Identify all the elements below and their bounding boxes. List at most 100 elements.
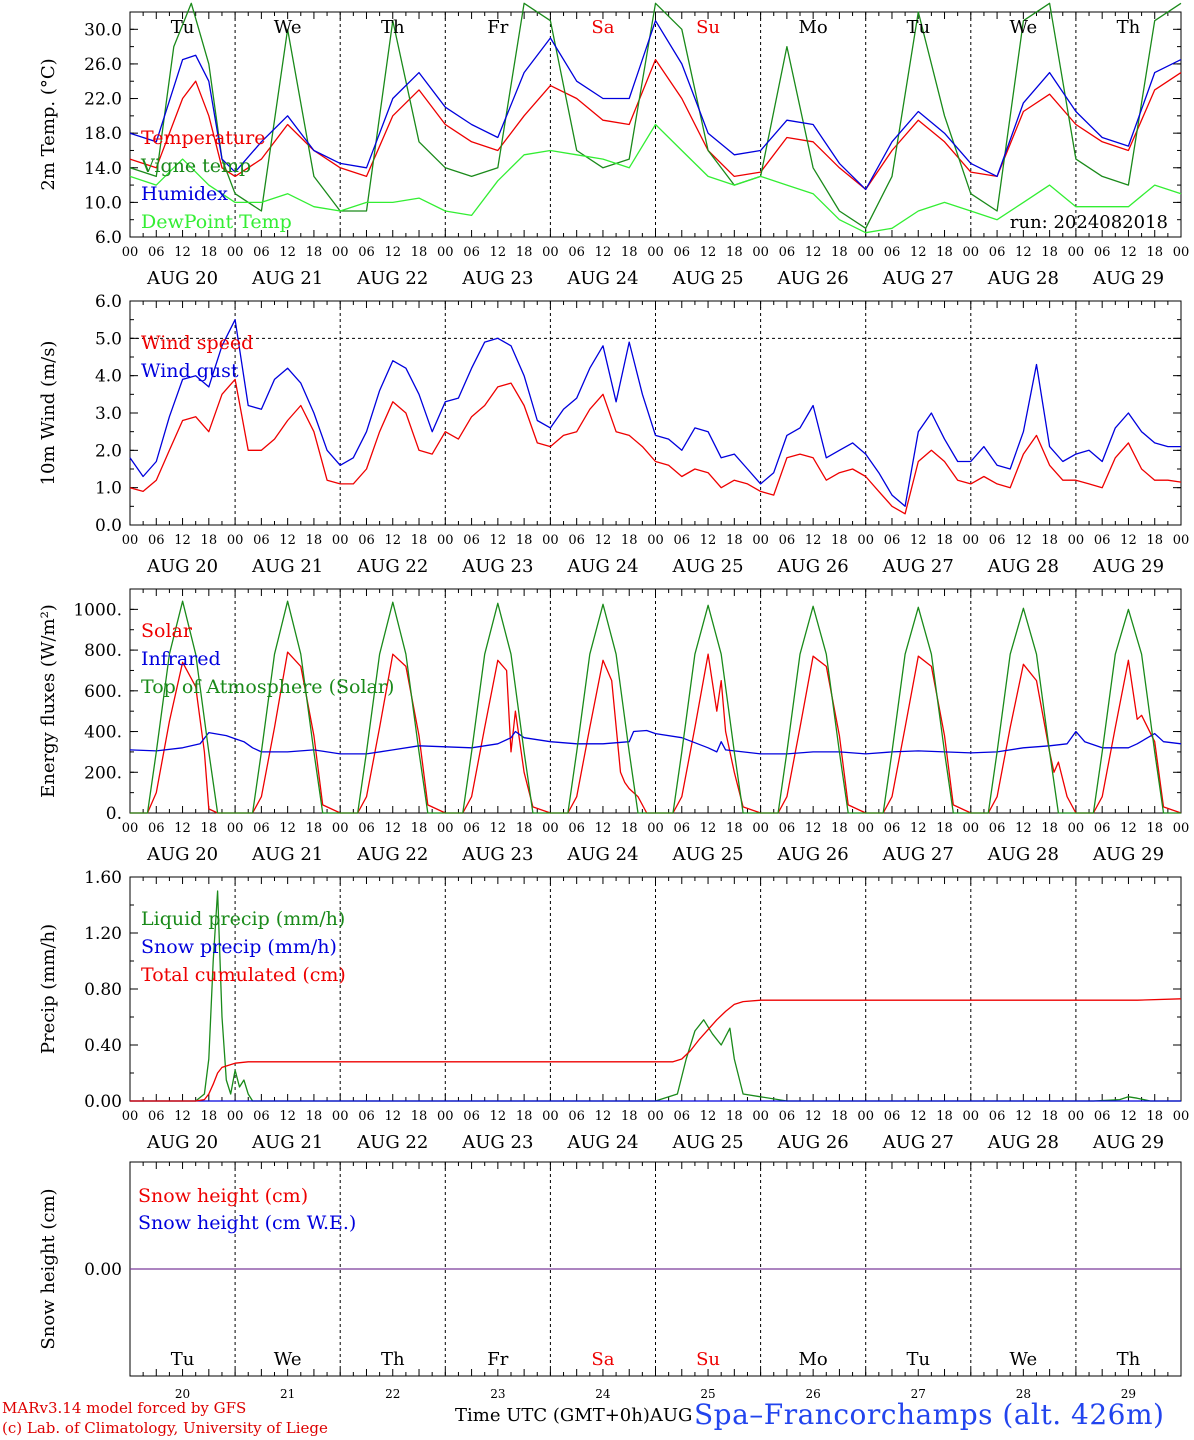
- date-label: AUG 26: [777, 1132, 849, 1153]
- hour-tick-label: 06: [779, 245, 796, 260]
- hour-tick-label: 18: [1041, 1109, 1058, 1124]
- date-label: AUG 25: [671, 1132, 743, 1153]
- y-tick-label: 400.: [84, 723, 122, 743]
- hour-tick-label: 12: [595, 245, 612, 260]
- date-label: AUG 20: [146, 1132, 218, 1153]
- hour-tick-label: 18: [306, 533, 323, 548]
- hour-tick-label: 00: [857, 1109, 874, 1124]
- date-label: AUG 23: [461, 844, 533, 865]
- hour-tick-label: 00: [437, 821, 454, 836]
- y-tick-label: 1.60: [84, 868, 122, 888]
- date-label: AUG 28: [987, 1132, 1059, 1153]
- day-number-label: 21: [280, 1387, 295, 1401]
- hour-tick-label: 00: [542, 1109, 559, 1124]
- hour-tick-label: 00: [332, 821, 349, 836]
- hour-tick-label: 06: [568, 533, 585, 548]
- hour-tick-label: 12: [384, 821, 401, 836]
- hour-tick-label: 06: [568, 821, 585, 836]
- day-number-label: 26: [806, 1387, 821, 1401]
- weekday-label-bottom: Mo: [799, 1349, 828, 1370]
- hour-tick-label: 06: [568, 245, 585, 260]
- legend-entry: Solar: [141, 620, 193, 642]
- hour-tick-label: 12: [384, 533, 401, 548]
- date-label: AUG 22: [356, 556, 428, 577]
- y-tick-label: 800.: [84, 641, 122, 661]
- date-label: AUG 29: [1092, 844, 1164, 865]
- hour-tick-label: 18: [936, 1109, 953, 1124]
- hour-tick-label: 00: [227, 533, 244, 548]
- hour-tick-label: 06: [1094, 533, 1111, 548]
- date-label: AUG 20: [146, 844, 218, 865]
- weekday-label-top: We: [274, 17, 302, 38]
- day-number-label: 28: [1016, 1387, 1031, 1401]
- date-label: AUG 24: [566, 1132, 638, 1153]
- y-tick-label: 6.0: [95, 228, 122, 248]
- hour-tick-label: 06: [463, 245, 480, 260]
- hour-tick-label: 18: [831, 533, 848, 548]
- hour-tick-label: 06: [779, 821, 796, 836]
- hour-tick-label: 12: [910, 245, 927, 260]
- weekday-label-bottom: Th: [1117, 1349, 1141, 1370]
- date-label: AUG 21: [251, 844, 323, 865]
- day-number-label: 25: [700, 1387, 715, 1401]
- hour-tick-label: 06: [148, 533, 165, 548]
- hour-tick-label: 12: [174, 1109, 191, 1124]
- date-label: AUG 23: [461, 1132, 533, 1153]
- hour-tick-label: 18: [516, 533, 533, 548]
- series-line: [129, 123, 1182, 234]
- hour-tick-label: 18: [936, 821, 953, 836]
- hour-tick-label: 12: [1120, 821, 1137, 836]
- hour-tick-label: 06: [253, 245, 270, 260]
- hour-tick-label: 00: [647, 245, 664, 260]
- weekday-label-bottom: Tu: [906, 1349, 930, 1370]
- date-label: AUG 24: [566, 268, 638, 289]
- hour-tick-label: 06: [358, 533, 375, 548]
- model-credit: MARv3.14 model forced by GFS: [2, 1399, 247, 1417]
- hour-tick-label: 12: [174, 245, 191, 260]
- date-label: AUG 29: [1092, 556, 1164, 577]
- series-line: [129, 319, 1181, 507]
- hour-tick-label: 18: [201, 533, 218, 548]
- hour-tick-label: 12: [910, 821, 927, 836]
- y-tick-label: 0.80: [84, 980, 122, 1000]
- hour-tick-label: 18: [411, 821, 428, 836]
- date-label: AUG 26: [777, 844, 849, 865]
- hour-tick-label: 12: [595, 533, 612, 548]
- hour-tick-label: 06: [779, 1109, 796, 1124]
- hour-tick-label: 06: [674, 533, 691, 548]
- y-axis-label: 10m Wind (m/s): [38, 341, 59, 486]
- weekday-label-bottom: Su: [696, 1349, 720, 1370]
- hour-tick-label: 18: [201, 1109, 218, 1124]
- hour-tick-label: 00: [227, 821, 244, 836]
- date-label: AUG 26: [777, 268, 849, 289]
- hour-tick-label: 12: [279, 1109, 296, 1124]
- hour-tick-label: 06: [884, 245, 901, 260]
- legend-entry: Snow height (cm W.E.): [138, 1212, 356, 1234]
- series-line: [129, 2, 1182, 229]
- hour-tick-label: 12: [700, 821, 717, 836]
- hour-tick-label: 12: [700, 1109, 717, 1124]
- hour-tick-label: 12: [805, 1109, 822, 1124]
- hour-tick-label: 12: [805, 245, 822, 260]
- series-line: [130, 998, 1182, 1102]
- y-axis-label: Energy fluxes (W/m²): [38, 604, 59, 798]
- series-line: [129, 378, 1182, 515]
- date-label: AUG 23: [461, 268, 533, 289]
- date-label: AUG 27: [882, 1132, 954, 1153]
- hour-tick-label: 18: [831, 1109, 848, 1124]
- legend-entry: Liquid precip (mm/h): [141, 908, 345, 930]
- station-name: Spa–Francorchamps (alt. 426m): [694, 1398, 1165, 1431]
- hour-tick-label: 06: [1094, 245, 1111, 260]
- y-tick-label: 1.0: [95, 479, 122, 499]
- hour-tick-label: 18: [726, 533, 743, 548]
- hour-tick-label: 06: [989, 533, 1006, 548]
- y-axis-label: Precip (mm/h): [38, 924, 59, 1054]
- date-label: AUG 27: [882, 844, 954, 865]
- hour-tick-label: 06: [1094, 821, 1111, 836]
- hour-tick-label: 00: [332, 245, 349, 260]
- hour-tick-label: 12: [384, 245, 401, 260]
- hour-tick-label: 00: [963, 821, 980, 836]
- legend-entry: Wind speed: [141, 332, 253, 354]
- hour-tick-label: 06: [1094, 1109, 1111, 1124]
- hour-tick-label: 18: [1146, 1109, 1163, 1124]
